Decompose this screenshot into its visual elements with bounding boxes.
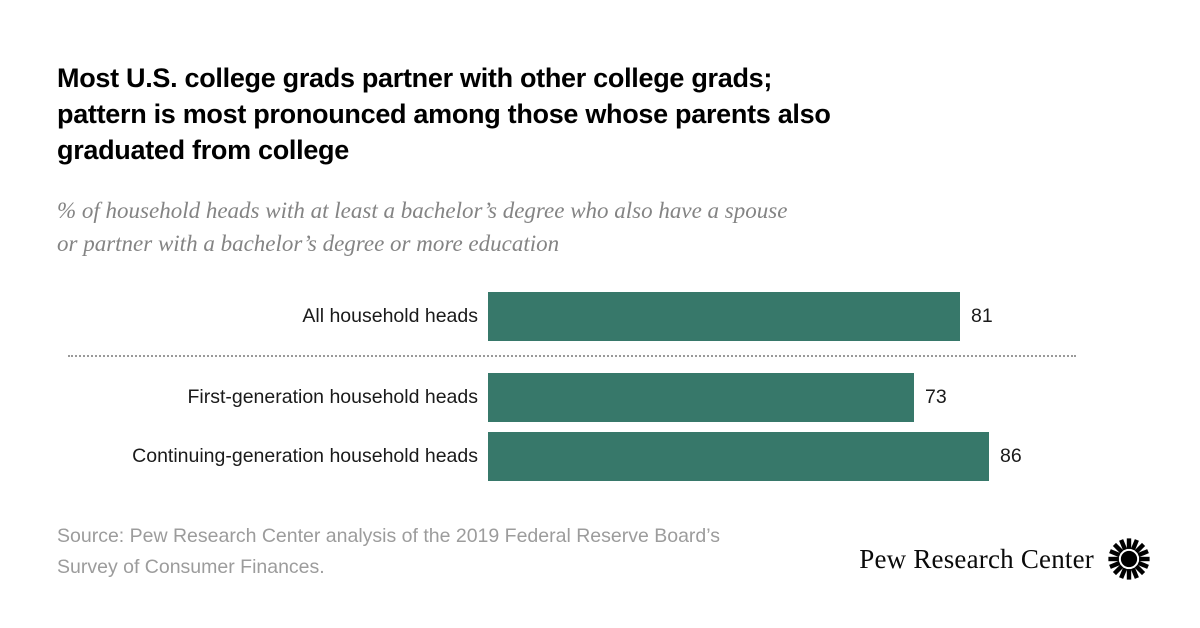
bar-category-label: All household heads xyxy=(302,305,478,327)
bar-track: 81 xyxy=(488,292,993,341)
bar-track: 73 xyxy=(488,373,947,422)
bar-row: First-generation household heads 73 xyxy=(57,373,947,422)
dotted-separator xyxy=(68,355,1076,357)
bar xyxy=(488,432,989,481)
bar-category-label: First-generation household heads xyxy=(187,386,478,408)
chart-title: Most U.S. college grads partner with oth… xyxy=(57,60,831,168)
bar-value-label: 86 xyxy=(1000,445,1022,467)
chart-subtitle-line: or partner with a bachelor’s degree or m… xyxy=(57,231,560,256)
source-note: Source: Pew Research Center analysis of … xyxy=(57,521,720,583)
bar xyxy=(488,292,960,341)
chart-title-line: graduated from college xyxy=(57,135,349,165)
source-note-line: Survey of Consumer Finances. xyxy=(57,556,325,578)
bar-row: All household heads 81 xyxy=(57,292,993,341)
chart-title-line: Most U.S. college grads partner with oth… xyxy=(57,63,773,93)
bar-category-label: Continuing-generation household heads xyxy=(132,445,478,467)
pew-logo: Pew Research Center xyxy=(859,536,1152,582)
bar-track: 86 xyxy=(488,432,1022,481)
bar-row: Continuing-generation household heads 86 xyxy=(57,432,1022,481)
chart-subtitle-line: % of household heads with at least a bac… xyxy=(57,198,788,223)
bar-value-label: 81 xyxy=(971,305,993,327)
pew-logo-text: Pew Research Center xyxy=(859,543,1094,574)
chart-title-line: pattern is most pronounced among those w… xyxy=(57,99,831,129)
bar-value-label: 73 xyxy=(925,386,947,408)
pew-sunburst-icon xyxy=(1108,538,1150,580)
bar xyxy=(488,373,914,422)
chart-subtitle: % of household heads with at least a bac… xyxy=(57,194,787,260)
source-note-line: Source: Pew Research Center analysis of … xyxy=(57,525,720,547)
